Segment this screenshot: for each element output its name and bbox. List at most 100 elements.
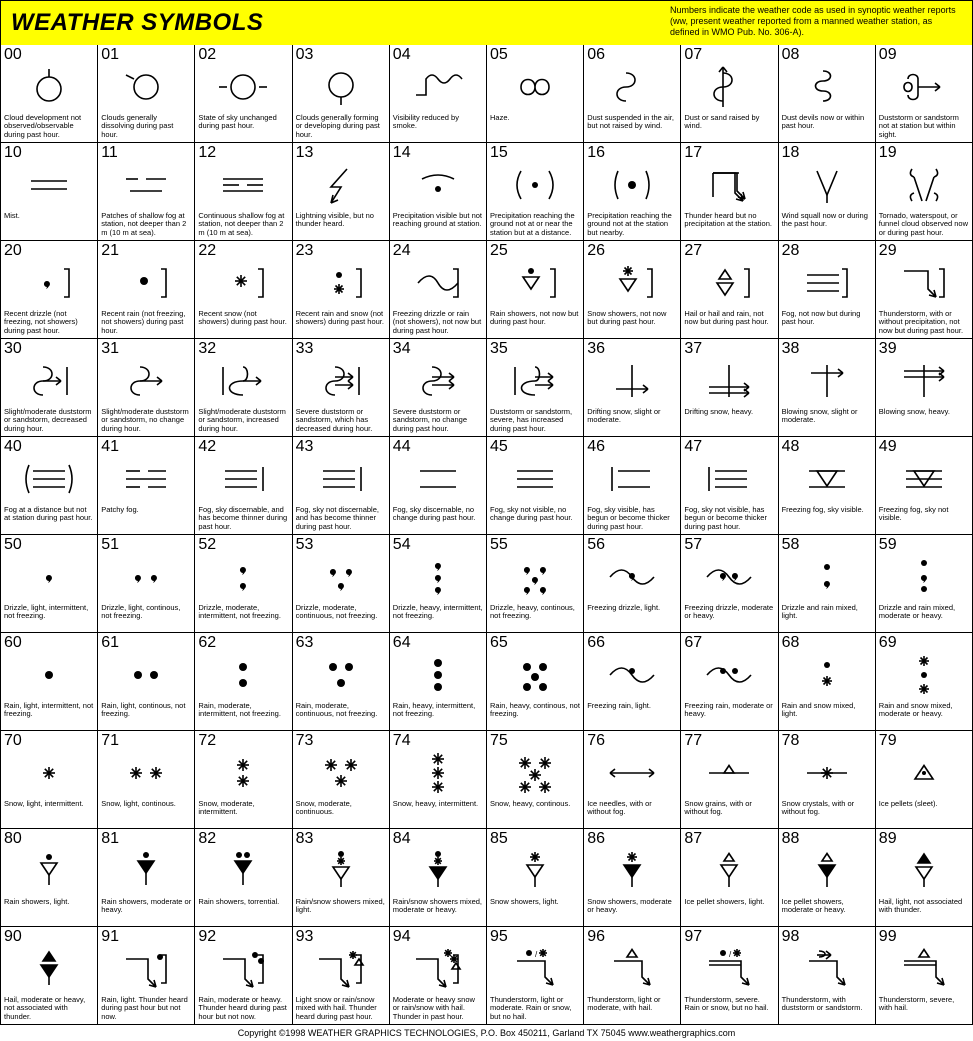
symbol-cell: 88 Ice pellet showers, moderate or heavy… [779,829,876,927]
weather-code: 05 [490,47,508,63]
symbol-cell: 85 Snow showers, light. [487,829,584,927]
weather-description: Rain and snow mixed, moderate or heavy. [879,702,969,728]
weather-code: 85 [490,831,508,847]
weather-description: Recent rain (not freezing, not showers) … [101,310,191,336]
weather-code: 19 [879,145,897,161]
weather-code: 26 [587,243,605,259]
weather-code: 61 [101,635,119,651]
weather-code: 51 [101,537,119,553]
weather-description: Drizzle, heavy, continous, not freezing. [490,604,580,630]
symbol-cell: 62 Rain, moderate, intermittent, not fre… [195,633,292,731]
weather-description: Freezing fog, sky not visible. [879,506,969,532]
symbol-cell: 12 Continuous shallow fog at station, no… [195,143,292,241]
weather-description: Lightning visible, but no thunder heard. [296,212,386,238]
weather-code: 16 [587,145,605,161]
symbol-cell: 15 Precipitation reaching the ground not… [487,143,584,241]
symbol-cell: 30 Slight/moderate duststorm or sandstor… [1,339,98,437]
weather-description: Rain, heavy, intermittent, not freezing. [393,702,483,728]
weather-code: 66 [587,635,605,651]
symbol-cell: 93 Light snow or rain/snow mixed with ha… [293,927,390,1025]
weather-code: 15 [490,145,508,161]
weather-code: 24 [393,243,411,259]
symbol-cell: 74 Snow, heavy, intermittent. [390,731,487,829]
weather-code: 02 [198,47,216,63]
weather-code: 27 [684,243,702,259]
symbol-cell: 17 Thunder heard but no precipitation at… [681,143,778,241]
symbol-cell: 64 Rain, heavy, intermittent, not freezi… [390,633,487,731]
weather-code: 00 [4,47,22,63]
weather-description: Patchy fog. [101,506,191,532]
weather-description: Drizzle and rain mixed, light. [782,604,872,630]
weather-code: 92 [198,929,216,945]
symbol-cell: 90 Hail, moderate or heavy, not associat… [1,927,98,1025]
symbol-cell: 02 State of sky unchanged during past ho… [195,45,292,143]
weather-description: Blowing snow, slight or moderate. [782,408,872,434]
weather-code: 81 [101,831,119,847]
symbol-cell: 13 Lightning visible, but no thunder hea… [293,143,390,241]
symbol-cell: 19 Tornado, waterspout, or funnel cloud … [876,143,973,241]
weather-code: 44 [393,439,411,455]
symbol-cell: 54 Drizzle, heavy, intermittent, not fre… [390,535,487,633]
symbol-cell: 39 Blowing snow, heavy. [876,339,973,437]
symbol-cell: 45 Fog, sky not visible, no change durin… [487,437,584,535]
weather-description: Freezing drizzle, light. [587,604,677,630]
weather-description: Snow, light, intermittent. [4,800,94,826]
weather-description: Rain, light. Thunder heard during past h… [101,996,191,1022]
weather-description: Snow, light, continous. [101,800,191,826]
weather-description: Snow showers, moderate or heavy. [587,898,677,924]
symbol-cell: 38 Blowing snow, slight or moderate. [779,339,876,437]
weather-code: 60 [4,635,22,651]
symbol-cell: 94 Moderate or heavy snow or rain/snow w… [390,927,487,1025]
weather-code: 71 [101,733,119,749]
symbol-cell: 95 / Thunderstorm, light or moderate. Ra… [487,927,584,1025]
weather-description: Freezing drizzle, moderate or heavy. [684,604,774,630]
weather-description: Freezing fog, sky visible. [782,506,872,532]
weather-description: Duststorm or sandstorm, severe, has incr… [490,408,580,434]
symbol-cell: 42 Fog, sky discernable, and has become … [195,437,292,535]
weather-code: 17 [684,145,702,161]
symbol-cell: 01 Clouds generally dissolving during pa… [98,45,195,143]
symbol-cell: 48 Freezing fog, sky visible. [779,437,876,535]
weather-description: Drifting snow, slight or moderate. [587,408,677,434]
symbol-grid: 00 Cloud development not observed/observ… [0,45,973,1025]
weather-code: 46 [587,439,605,455]
weather-code: 13 [296,145,314,161]
weather-description: Hail, moderate or heavy, not associated … [4,996,94,1022]
weather-description: Snow, moderate, continuous. [296,800,386,826]
weather-code: 03 [296,47,314,63]
weather-code: 69 [879,635,897,651]
weather-description: Drizzle, moderate, continuous, not freez… [296,604,386,630]
weather-code: 77 [684,733,702,749]
weather-description: Slight/moderate duststorm or sandstorm, … [101,408,191,434]
weather-description: Snow, heavy, intermittent. [393,800,483,826]
symbol-cell: 76 Ice needles, with or without fog. [584,731,681,829]
weather-description: Dust suspended in the air, but not raise… [587,114,677,140]
weather-code: 38 [782,341,800,357]
weather-code: 33 [296,341,314,357]
weather-code: 32 [198,341,216,357]
weather-description: Rain, moderate, continuous, not freezing… [296,702,386,728]
symbol-cell: 83 Rain/snow showers mixed, light. [293,829,390,927]
weather-code: 63 [296,635,314,651]
symbol-cell: 77 Snow grains, with or without fog. [681,731,778,829]
symbol-cell: 80 Rain showers, light. [1,829,98,927]
weather-description: Ice pellet showers, moderate or heavy. [782,898,872,924]
weather-code: 79 [879,733,897,749]
weather-code: 88 [782,831,800,847]
symbol-cell: 18 Wind squall now or during the past ho… [779,143,876,241]
weather-code: 08 [782,47,800,63]
symbol-cell: 96 Thunderstorm, light or moderate, with… [584,927,681,1025]
weather-code: 25 [490,243,508,259]
weather-description: Snow, moderate, intermittent. [198,800,288,826]
symbol-cell: 16 Precipitation reaching the ground not… [584,143,681,241]
weather-code: 90 [4,929,22,945]
weather-description: Snow grains, with or without fog. [684,800,774,826]
weather-description: Drizzle, heavy, intermittent, not freezi… [393,604,483,630]
weather-description: Snow, heavy, continous. [490,800,580,826]
weather-code: 06 [587,47,605,63]
symbol-cell: 10 Mist. [1,143,98,241]
symbol-cell: 08 Dust devils now or within past hour. [779,45,876,143]
weather-description: Slight/moderate duststorm or sandstorm, … [4,408,94,434]
weather-description: Thunderstorm, light or moderate, with ha… [587,996,677,1022]
weather-description: Fog, sky discernable, and has become thi… [198,506,288,532]
